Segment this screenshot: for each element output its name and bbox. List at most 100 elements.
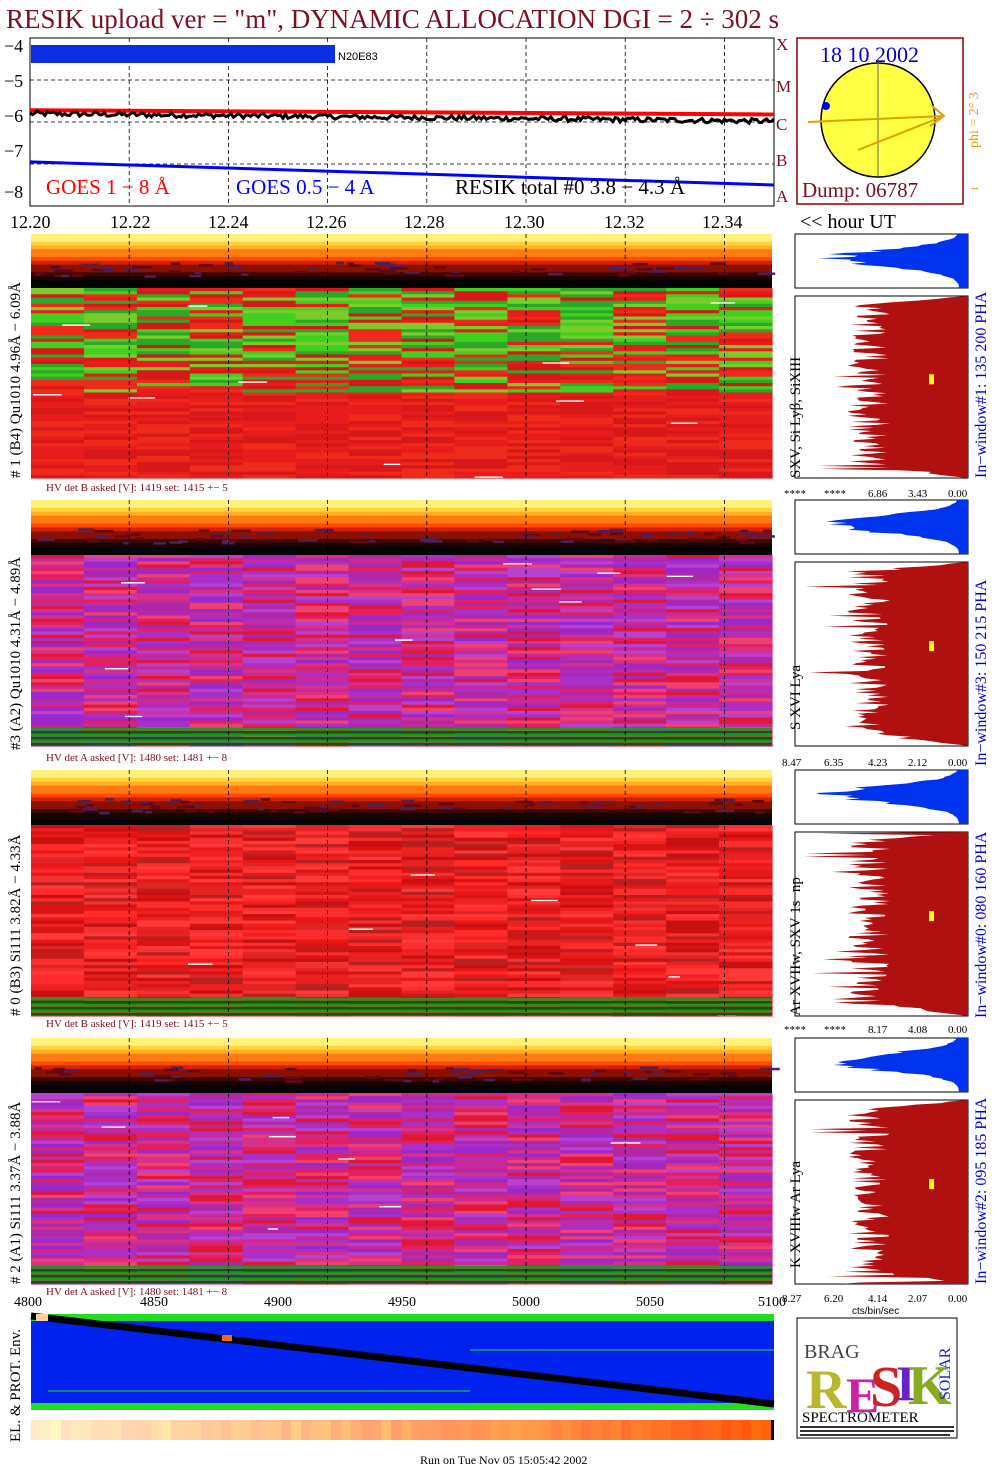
channel-2-cell-51-9 xyxy=(507,987,561,992)
logo-letter-r: R xyxy=(806,1359,847,1421)
channel-2-cell-33-11 xyxy=(613,930,667,934)
channel-3-cell-9-1 xyxy=(83,1121,138,1126)
channel-1-cell-25-6 xyxy=(348,634,403,639)
channel-3-cell-24-6 xyxy=(348,1169,403,1174)
channel-3-cell-45-3 xyxy=(189,1236,244,1241)
channel-1-cell-0-0 xyxy=(31,555,85,559)
channel-3-cell-50-0 xyxy=(31,1252,85,1256)
channel-1-cell-21-5 xyxy=(295,621,350,626)
channel-3-cell-47-0 xyxy=(31,1242,85,1247)
channel-0-cell-26-5 xyxy=(295,370,350,375)
channel-1-cell-51-9 xyxy=(507,717,561,722)
channel-3-cell-48-5 xyxy=(295,1245,350,1250)
channel-1-cell-39-5 xyxy=(295,679,350,683)
channel-2-speckle-9 xyxy=(721,798,736,802)
channel-0-cell-25-12 xyxy=(666,367,720,371)
channel-0-cell-8-9 xyxy=(507,313,561,318)
channel-1-cell-46-8 xyxy=(454,701,508,706)
channel-1-spec-tick-3: 3.43 xyxy=(908,488,928,500)
channel-1-cell-12-8 xyxy=(454,593,508,597)
channel-2-cell-1-7 xyxy=(401,828,455,832)
channel-1-cell-50-11 xyxy=(613,714,667,718)
channel-3-speckle-1 xyxy=(693,1073,710,1076)
channel-3-cell-25-1 xyxy=(83,1172,138,1177)
env-gradient-cell-65 xyxy=(681,1420,692,1440)
channel-1-cell-26-6 xyxy=(348,637,403,642)
channel-0-cell-5-12 xyxy=(666,303,720,308)
bottom-tick-0: 4800 xyxy=(14,1295,42,1310)
channel-1-speckle-40 xyxy=(194,538,206,541)
channel-3-cell-14-0 xyxy=(31,1137,85,1142)
channel-1-cell-8-3 xyxy=(189,580,244,585)
channel-2-cell-41-8 xyxy=(454,955,508,960)
channel-1-cell-33-12 xyxy=(666,660,720,664)
channel-1-cell-50-10 xyxy=(560,714,614,718)
channel-0-cell-49-1 xyxy=(83,443,138,447)
channel-2-cell-8-3 xyxy=(189,850,244,855)
channel-3-cell-15-12 xyxy=(666,1140,720,1145)
channel-0-cell-52-1 xyxy=(83,452,138,457)
channel-0-cell-10-10 xyxy=(560,319,614,324)
channel-2-cell-37-12 xyxy=(666,942,720,947)
channel-2-cell-2-6 xyxy=(348,831,403,836)
channel-3-cell-13-6 xyxy=(348,1134,403,1139)
sun-pointer-arrow xyxy=(929,105,946,127)
channel-2-cell-21-6 xyxy=(348,891,403,896)
channel-1-cell-13-12 xyxy=(666,596,720,601)
channel-0-cell-29-5 xyxy=(295,379,350,384)
channel-2-speckle-52 xyxy=(165,801,175,805)
channel-0-speckle-17 xyxy=(241,273,249,276)
channel-3-cell-20-0 xyxy=(31,1156,85,1161)
channel-3-cell-31-5 xyxy=(295,1191,350,1196)
channel-0-cell-48-13 xyxy=(719,440,773,444)
channel-2-cell-46-9 xyxy=(507,971,561,976)
channel-2-cell-44-1 xyxy=(83,965,138,969)
channel-1-cell-8-11 xyxy=(613,580,667,585)
channel-1-cell-51-2 xyxy=(136,717,191,722)
channel-2-cell-30-0 xyxy=(31,920,85,925)
channel-0-cell-25-9 xyxy=(507,367,561,371)
channel-0-cell-11-0 xyxy=(31,322,85,327)
channel-3-cell-24-10 xyxy=(560,1169,614,1174)
channel-1-cell-45-13 xyxy=(719,698,773,703)
channel-1-cell-12-6 xyxy=(348,593,403,597)
channel-3-cell-22-0 xyxy=(31,1163,85,1167)
channel-1-cell-26-10 xyxy=(560,637,614,642)
channel-0-cell-1-4 xyxy=(242,291,297,295)
channel-1-cell-14-1 xyxy=(83,599,138,604)
env-gradient-cell-52 xyxy=(551,1420,562,1440)
channel-1-cell-47-2 xyxy=(136,704,191,709)
channel-0-cell-47-0 xyxy=(31,436,85,441)
channel-1-cell-47-12 xyxy=(666,704,720,709)
channel-1-cell-42-13 xyxy=(719,688,773,693)
channel-3-speckle-9 xyxy=(45,1071,64,1074)
channel-3-cell-0-5 xyxy=(295,1093,350,1097)
channel-1-cell-9-2 xyxy=(136,583,191,588)
channel-0-cell-28-4 xyxy=(242,376,297,381)
channel-3-cell-22-10 xyxy=(560,1163,614,1167)
channel-3-cell-17-6 xyxy=(348,1147,403,1151)
channel-2-cell-24-10 xyxy=(560,901,614,906)
channel-0-cell-49-13 xyxy=(719,443,773,447)
channel-0-cell-23-4 xyxy=(242,360,297,365)
channel-1-cell-50-12 xyxy=(666,714,720,718)
channel-3-bottom-band-0 xyxy=(31,1266,772,1269)
channel-3-cell-0-0 xyxy=(31,1093,85,1097)
env-gradient-cell-68 xyxy=(711,1420,722,1440)
channel-2-cell-17-8 xyxy=(454,879,508,883)
channel-3-cell-41-5 xyxy=(295,1223,350,1228)
channel-1-cell-7-1 xyxy=(83,577,138,582)
channel-3-cell-42-6 xyxy=(348,1226,403,1231)
channel-3-cell-35-10 xyxy=(560,1204,614,1209)
channel-1-speckle-25 xyxy=(88,539,101,542)
channel-0-hv: HV det B asked [V]: 1419 set: 1415 +− 5 xyxy=(46,1018,228,1030)
channel-2-cell-53-13 xyxy=(719,993,773,998)
channel-1-cell-41-4 xyxy=(242,685,297,690)
channel-1-cell-2-11 xyxy=(613,561,667,566)
channel-1-cell-40-1 xyxy=(83,682,138,687)
channel-1-speckle-3 xyxy=(493,540,505,544)
channel-3-cell-7-12 xyxy=(666,1115,720,1120)
logo-word-brag: BRAG xyxy=(804,1341,860,1363)
channel-3-cell-17-10 xyxy=(560,1147,614,1151)
channel-3-cell-48-7 xyxy=(401,1245,455,1250)
